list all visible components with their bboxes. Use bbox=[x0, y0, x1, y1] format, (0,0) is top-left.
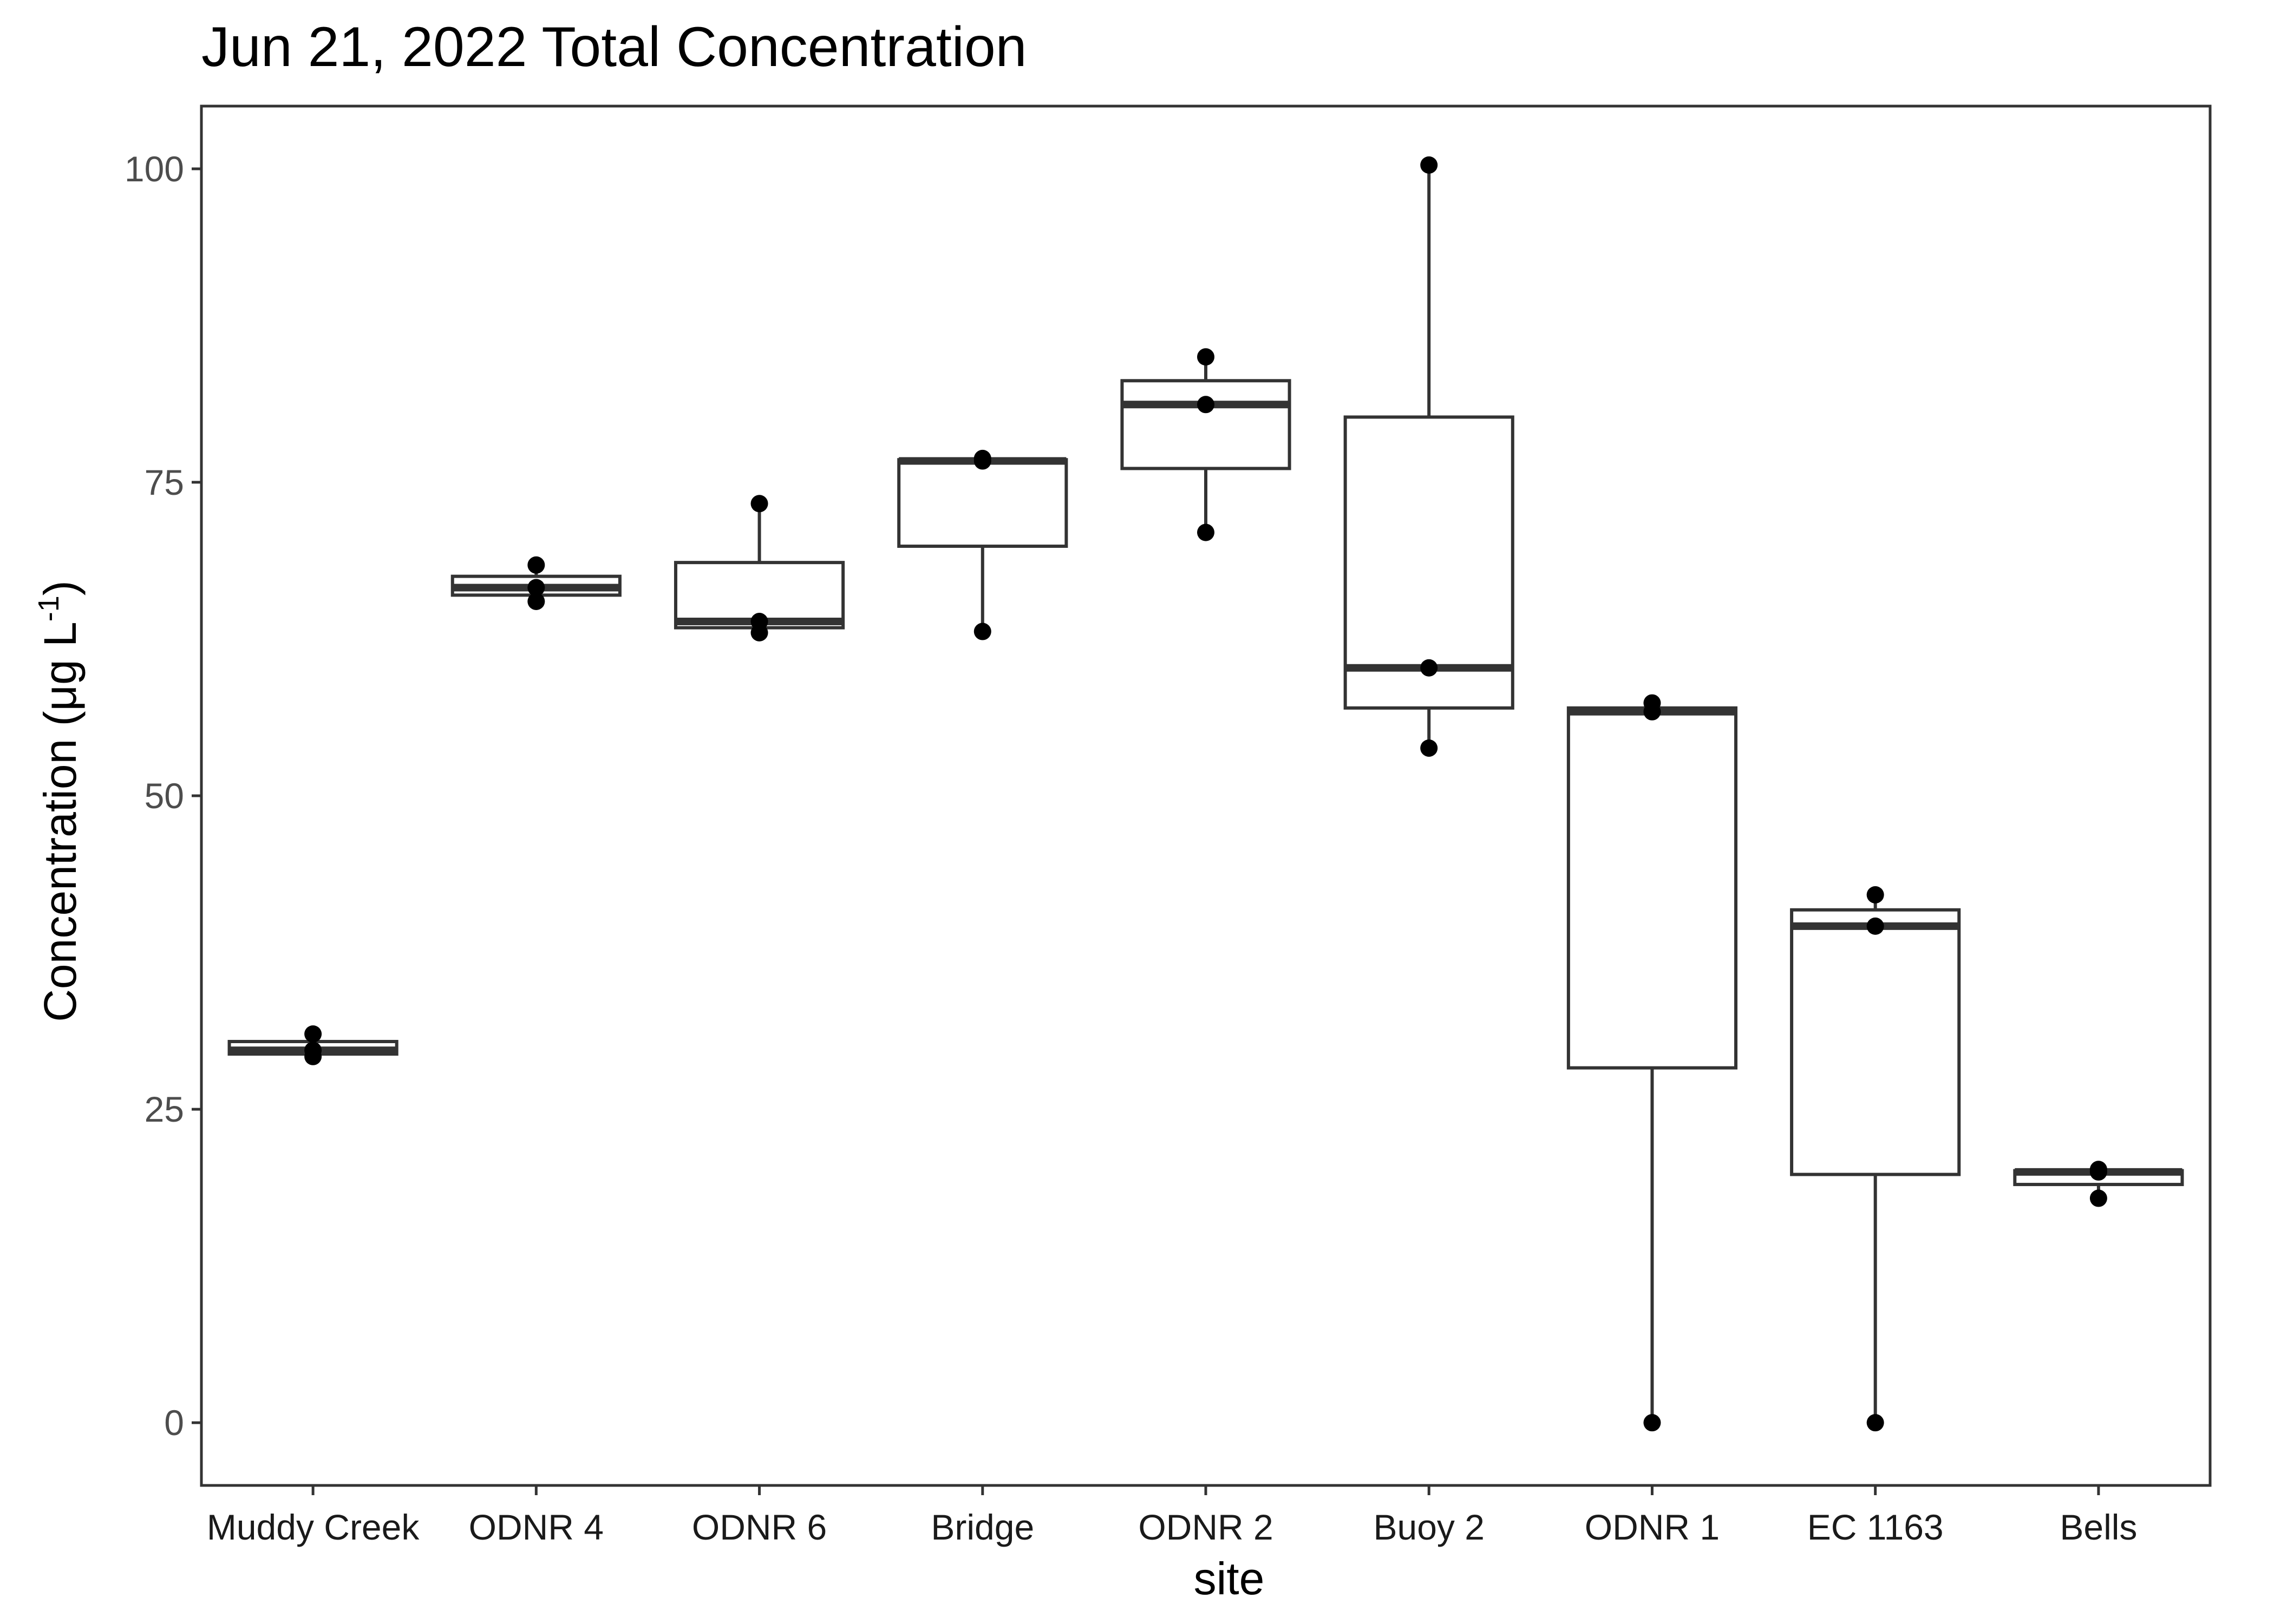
data-point bbox=[527, 556, 545, 574]
y-axis-title-superscript: -1 bbox=[32, 595, 65, 621]
data-point bbox=[1420, 659, 1438, 677]
box bbox=[897, 458, 1068, 548]
box-group bbox=[1120, 357, 1291, 533]
data-point bbox=[973, 623, 991, 640]
plot-panel bbox=[200, 104, 2212, 1487]
data-point bbox=[1420, 156, 1438, 174]
y-tick-label: 100 bbox=[125, 149, 184, 189]
x-tick-label: Muddy Creek bbox=[207, 1507, 420, 1547]
y-tick-label: 50 bbox=[145, 776, 184, 816]
data-point bbox=[1866, 1414, 1884, 1432]
y-axis-title-main: Concentration (μg L bbox=[35, 621, 86, 1021]
data-point bbox=[1197, 523, 1214, 541]
x-tick-label: ODNR 2 bbox=[1138, 1507, 1273, 1547]
point-series bbox=[304, 156, 2107, 1432]
data-point bbox=[527, 579, 545, 597]
y-axis: 0 25 50 75 100 bbox=[125, 149, 201, 1443]
box bbox=[1790, 908, 1961, 1176]
box bbox=[1566, 706, 1738, 1070]
x-tick-label: ODNR 6 bbox=[692, 1507, 827, 1547]
x-tick-label: Bridge bbox=[931, 1507, 1034, 1547]
y-tick-label: 75 bbox=[145, 462, 184, 502]
x-axis: Muddy Creek ODNR 4 ODNR 6 Bridge ODNR 2 Buoy … bbox=[207, 1485, 2137, 1547]
x-tick-label: Bells bbox=[2060, 1507, 2137, 1547]
data-point bbox=[2089, 1189, 2107, 1207]
data-point bbox=[304, 1042, 322, 1059]
chart-title: Jun 21, 2022 Total Concentration bbox=[201, 16, 1027, 78]
y-axis-title-suffix: ) bbox=[35, 580, 86, 595]
data-point bbox=[1866, 886, 1884, 903]
data-point bbox=[527, 592, 545, 610]
data-point bbox=[750, 613, 768, 631]
data-point bbox=[1197, 348, 1214, 366]
box bbox=[1120, 379, 1291, 470]
x-axis-title: site bbox=[1194, 1553, 1265, 1604]
data-point bbox=[2089, 1161, 2107, 1178]
y-axis-title: Concentration (μg L-1) bbox=[32, 580, 86, 1021]
box-group bbox=[897, 457, 1068, 632]
x-tick-label: ODNR 1 bbox=[1585, 1507, 1720, 1547]
data-point bbox=[1197, 396, 1214, 414]
data-point bbox=[304, 1025, 322, 1043]
y-tick-label: 25 bbox=[145, 1089, 184, 1129]
data-point bbox=[1643, 1414, 1661, 1432]
x-tick-label: ODNR 4 bbox=[469, 1507, 604, 1547]
x-tick-label: Buoy 2 bbox=[1373, 1507, 1484, 1547]
y-tick-label: 0 bbox=[164, 1403, 184, 1443]
data-point bbox=[1866, 917, 1884, 935]
data-point bbox=[973, 449, 991, 467]
x-tick-label: EC 1163 bbox=[1807, 1507, 1944, 1547]
data-point bbox=[1420, 739, 1438, 757]
box-group bbox=[1566, 703, 1738, 1423]
data-point bbox=[750, 495, 768, 513]
data-point bbox=[1643, 694, 1661, 712]
